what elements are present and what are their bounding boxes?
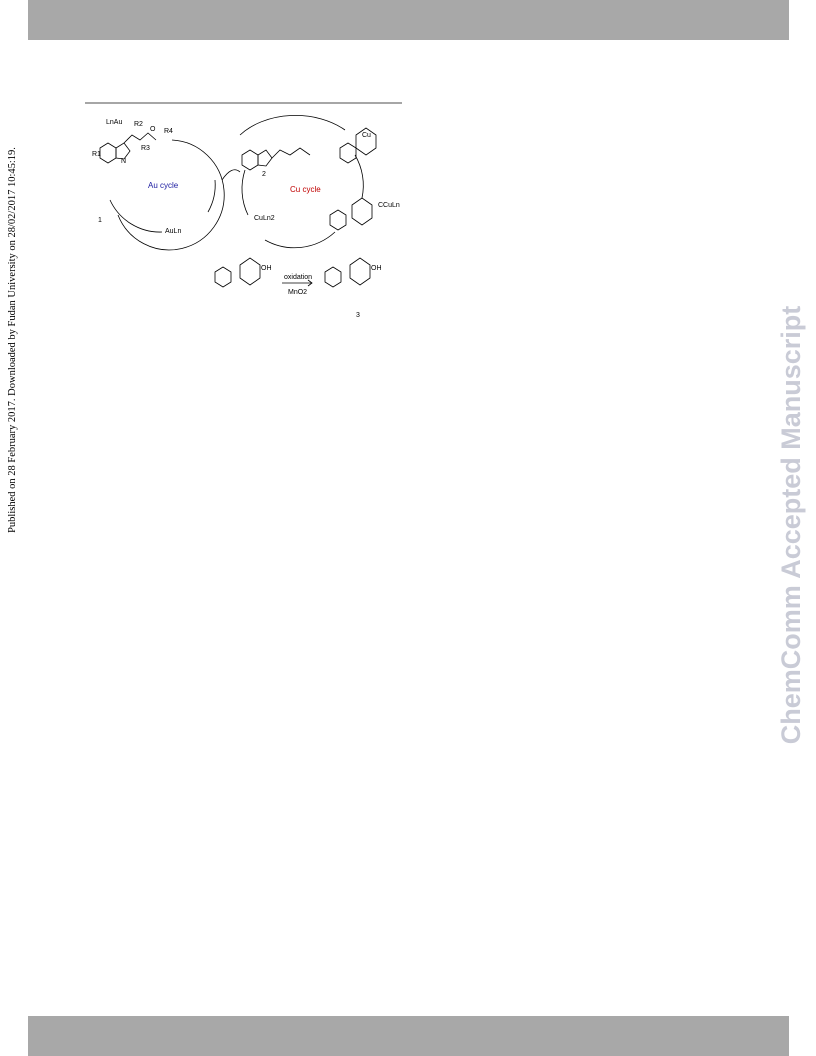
- cu-cycle-arc: [239, 115, 346, 136]
- chain: [271, 147, 311, 159]
- label: O: [150, 126, 156, 133]
- ring: [214, 266, 232, 288]
- ring: [349, 257, 371, 286]
- label: OH: [261, 265, 272, 272]
- arrow-head: [307, 279, 313, 287]
- label: 3: [356, 312, 360, 319]
- scheme-labels: Au cycle Cu cycle AuLn CuLn2 LnAu CCuLn …: [92, 119, 400, 319]
- label: R3: [141, 145, 150, 152]
- au-cycle-arc: [207, 179, 216, 213]
- ring: [99, 142, 117, 164]
- label: CuLn2: [254, 215, 275, 222]
- au-cycle-arc: [117, 139, 225, 251]
- footer-bar: [28, 1016, 789, 1056]
- label: R1: [92, 151, 101, 158]
- label: 2: [262, 171, 266, 178]
- ring: [324, 266, 342, 288]
- cu-cycle-arc: [264, 231, 336, 249]
- label: R2: [134, 121, 143, 128]
- label: CCuLn: [378, 202, 400, 209]
- label: N: [121, 158, 126, 165]
- watermark: ChemComm Accepted Manuscript: [776, 306, 806, 745]
- label: 1: [98, 217, 102, 224]
- connector-arc: [221, 169, 241, 181]
- cu-cycle-arc: [241, 169, 249, 216]
- label: OH: [371, 265, 382, 272]
- ring: [355, 127, 377, 156]
- chain: [123, 132, 157, 144]
- header-bar: [28, 0, 789, 40]
- ring: [257, 149, 273, 167]
- scheme: [85, 102, 402, 288]
- label: LnAu: [106, 119, 122, 126]
- label: R4: [164, 128, 173, 135]
- ring: [329, 209, 347, 231]
- side-note: Published on 28 February 2017. Downloade…: [7, 147, 18, 533]
- label: Cu cycle: [290, 185, 321, 194]
- ring: [239, 257, 261, 286]
- label: MnO2: [288, 289, 307, 296]
- label: Cu: [362, 132, 371, 139]
- label: oxidation: [284, 274, 312, 281]
- label: AuLn: [165, 228, 181, 235]
- ring: [351, 197, 373, 226]
- ring: [241, 149, 259, 171]
- label: Au cycle: [148, 181, 179, 190]
- ring: [339, 142, 357, 164]
- ring: [115, 142, 131, 160]
- cu-cycle-arc: [354, 154, 364, 199]
- au-cycle-arc: [109, 199, 163, 233]
